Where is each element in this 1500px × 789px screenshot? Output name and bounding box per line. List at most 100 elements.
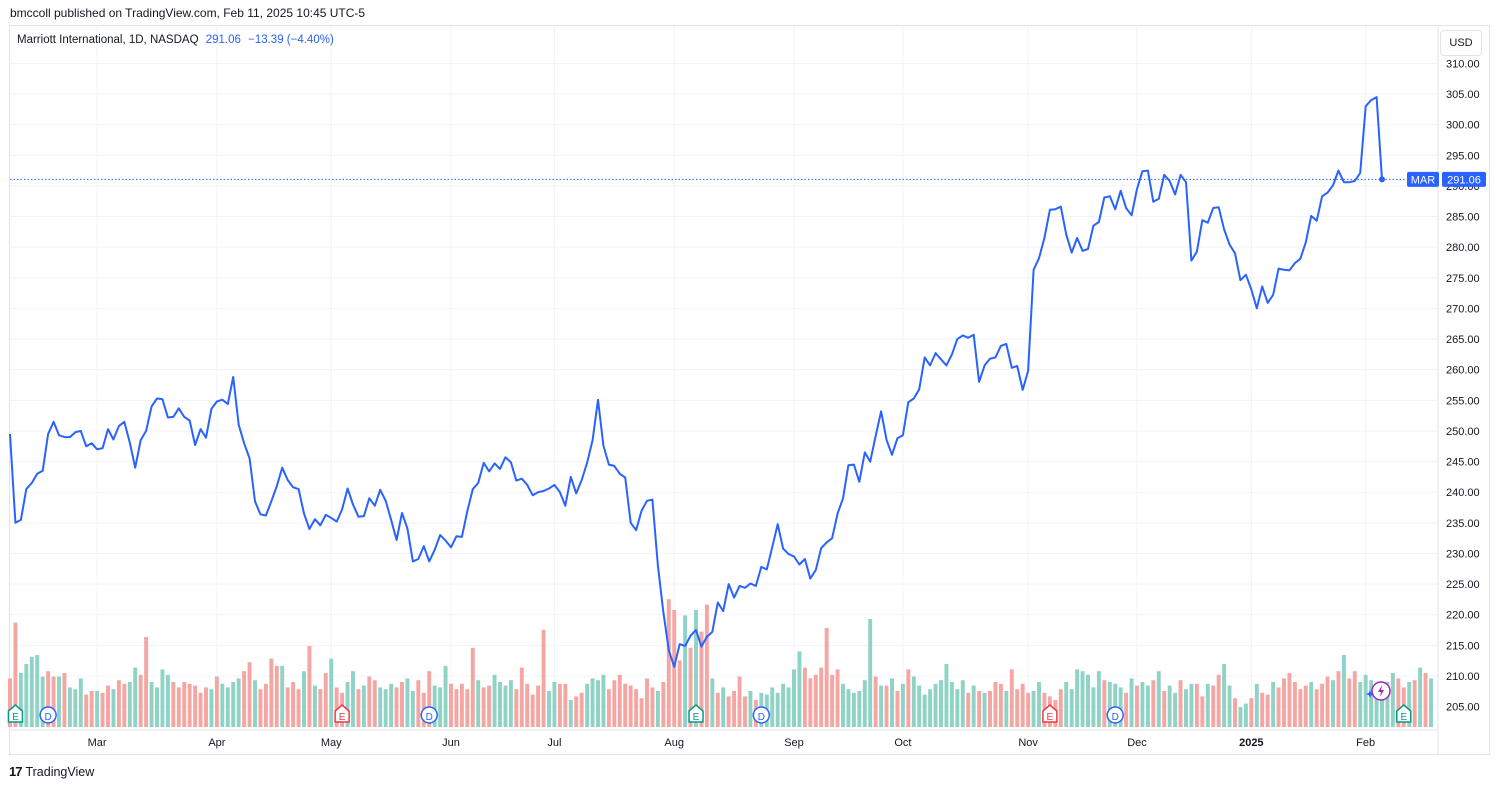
event-label: D [44,712,51,723]
volume-bar [650,687,655,727]
volume-bar [318,689,323,727]
volume-bar [307,646,312,727]
volume-bar [67,687,72,727]
volume-bar [830,674,835,727]
symbol-name: Marriott International, 1D, NASDAQ [17,34,199,46]
y-tick-label: 230.00 [1446,548,1480,560]
volume-bar [345,682,350,727]
volume-bar [628,685,633,727]
volume-bar [214,676,219,727]
volume-bar [449,683,453,727]
volume-bar [138,674,143,727]
volume-bar [1325,676,1330,727]
earnings-icon [1042,704,1058,723]
volume-bar [960,680,965,727]
volume-bar [1004,691,1009,727]
earnings-icon [688,704,704,723]
volume-bar [1129,678,1134,727]
volume-bar [797,651,802,727]
volume-bar [841,683,845,727]
volume-bar [378,687,383,727]
y-tick-label: 305.00 [1446,89,1480,101]
dividend-icon [39,706,57,724]
volume-bar [1216,674,1221,727]
volume-bar [1107,682,1112,727]
last-price-box [1442,171,1486,187]
y-tick-label: 260.00 [1446,365,1480,377]
volume-bar [1238,707,1243,727]
volume-bar [998,683,1003,727]
volume-bar [732,691,737,727]
volume-bar [51,676,56,727]
y-tick-label: 285.00 [1446,212,1480,224]
volume-bar [623,683,628,727]
volume-bar [116,680,121,727]
volume-bar [770,687,775,727]
y-tick-label: 215.00 [1446,640,1480,652]
volume-bar [1303,685,1308,727]
volume-bar [84,694,89,727]
volume-bar [389,683,394,727]
volume-bar [1124,692,1129,727]
add-marker-icon[interactable] [1366,690,1374,698]
volume-bar [133,667,138,727]
volume-bar [536,685,541,727]
volume-bar [410,691,415,727]
volume-bar [1374,685,1379,727]
volume-bar [1249,698,1254,727]
time-axis[interactable]: Mar Apr May Jun Jul Aug Sep Oct Nov Dec 2025 Feb [88,737,1376,749]
volume-bar [57,676,61,727]
volume-bar [236,678,241,727]
volume-bar [579,692,584,727]
volume-bar [1227,685,1232,727]
event-label: D [758,712,765,723]
volume-bar [1407,682,1412,727]
volume-bar [1352,671,1357,727]
footer-brand[interactable]: 17 TradingView [9,764,94,779]
volume-bar [1418,667,1423,727]
volume-bar [939,680,943,727]
volume-bar [748,691,753,727]
volume-bar [73,689,78,727]
volume-bar [187,683,192,727]
volume-bar [1162,691,1167,727]
volume-bar [1254,683,1259,727]
grid-lines [10,26,1439,755]
currency-button[interactable]: USD [1440,30,1482,56]
volume-bar [911,676,916,727]
volume-bar [694,610,698,727]
volume-bar [683,615,688,727]
volume-bar [1309,682,1314,727]
volume-bar [1341,655,1346,727]
x-tick-label: Jun [442,737,460,749]
volume-bar [922,694,927,727]
volume-bar [285,687,290,727]
y-tick-label: 265.00 [1446,334,1480,346]
volume-bar [977,691,982,727]
volume-bar [574,696,579,727]
volume-bar [149,682,154,727]
volume-bar [1314,689,1319,727]
event-label: E [693,712,700,723]
y-tick-label: 225.00 [1446,579,1480,591]
volume-bar [988,691,992,727]
volume-bar [819,667,824,727]
volume-bar [1331,680,1335,727]
volume-bar [1069,689,1074,727]
volume-bar [1167,685,1172,727]
volume-bar [645,678,649,727]
volume-bar [8,678,12,727]
volume-bar [1363,674,1368,727]
volume-bar [906,669,911,727]
volume-bar [857,691,862,727]
event-label: D [426,712,433,723]
volume-bar [334,687,339,727]
volume-bar [519,667,524,727]
lightning-icon[interactable] [1371,681,1391,701]
price-axis[interactable]: 205.00 210.00 215.00 220.00 225.00 230.00 235.… [1446,58,1480,713]
volume-bar [127,682,132,727]
volume-bar [405,678,410,727]
volume-bar [1064,682,1069,727]
volume-bar [873,676,878,727]
